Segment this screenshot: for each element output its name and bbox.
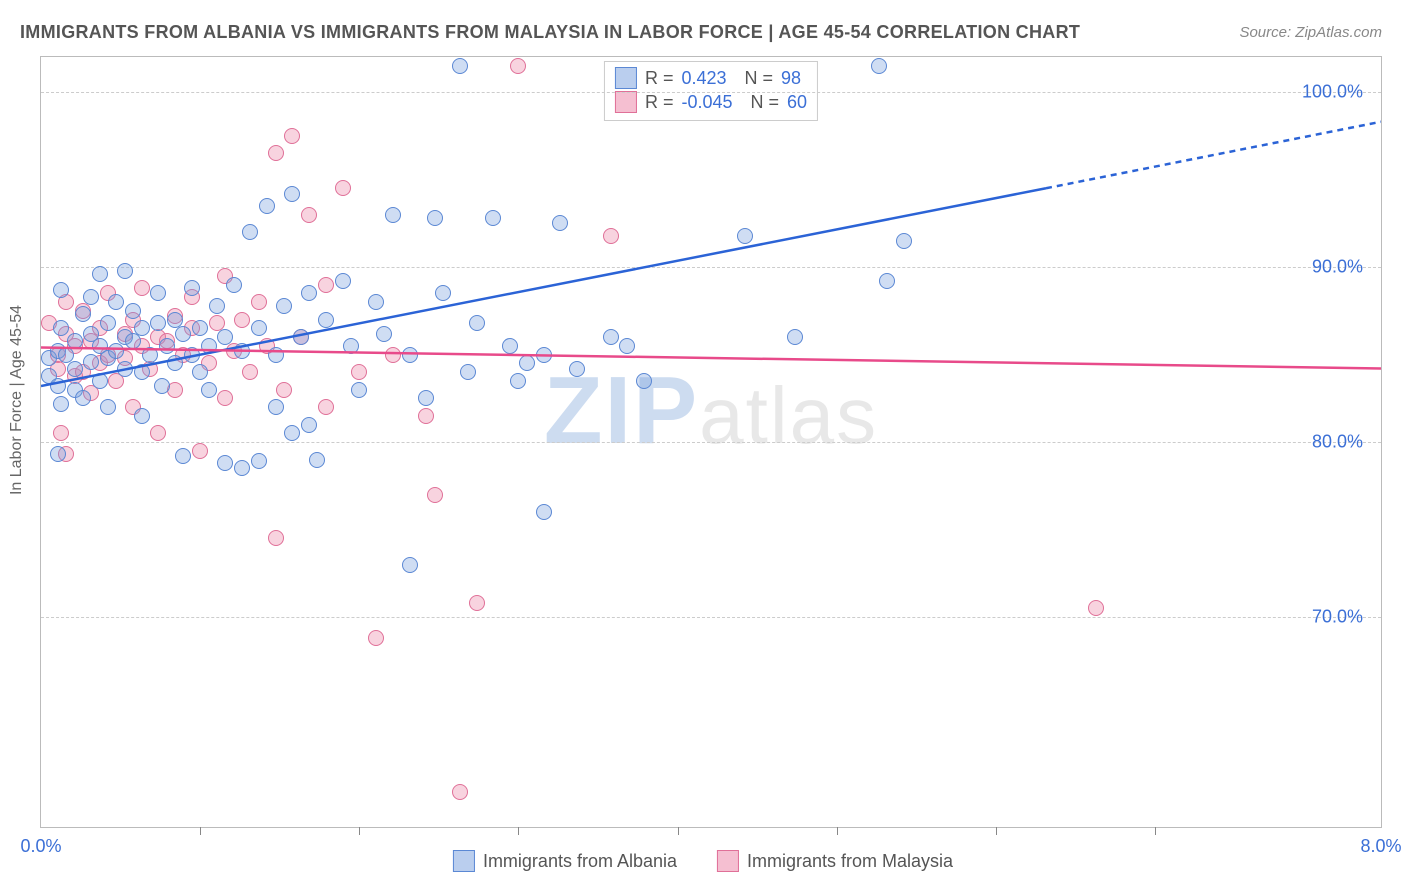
xtick-minor: [200, 827, 201, 835]
swatch-albania-icon: [453, 850, 475, 872]
legend-label-malaysia: Immigrants from Malaysia: [747, 851, 953, 872]
xtick-label: 0.0%: [20, 836, 61, 857]
xtick-minor: [1155, 827, 1156, 835]
legend-item-malaysia: Immigrants from Malaysia: [717, 850, 953, 872]
chart-title: IMMIGRANTS FROM ALBANIA VS IMMIGRANTS FR…: [20, 22, 1080, 43]
y-axis-label: In Labor Force | Age 45-54: [8, 305, 26, 495]
swatch-malaysia-icon: [717, 850, 739, 872]
xtick-label: 8.0%: [1360, 836, 1401, 857]
xtick-minor: [678, 827, 679, 835]
xtick-minor: [996, 827, 997, 835]
xtick-minor: [518, 827, 519, 835]
xtick-minor: [837, 827, 838, 835]
legend-label-albania: Immigrants from Albania: [483, 851, 677, 872]
trendlines-layer: [41, 57, 1381, 827]
plot-area: ZIPatlas R = 0.423 N = 98 R = -0.045 N =…: [40, 56, 1382, 828]
source-attribution: Source: ZipAtlas.com: [1239, 24, 1382, 41]
legend-item-albania: Immigrants from Albania: [453, 850, 677, 872]
series-legend: Immigrants from Albania Immigrants from …: [453, 850, 953, 872]
xtick-minor: [359, 827, 360, 835]
chart-container: IMMIGRANTS FROM ALBANIA VS IMMIGRANTS FR…: [0, 0, 1406, 892]
